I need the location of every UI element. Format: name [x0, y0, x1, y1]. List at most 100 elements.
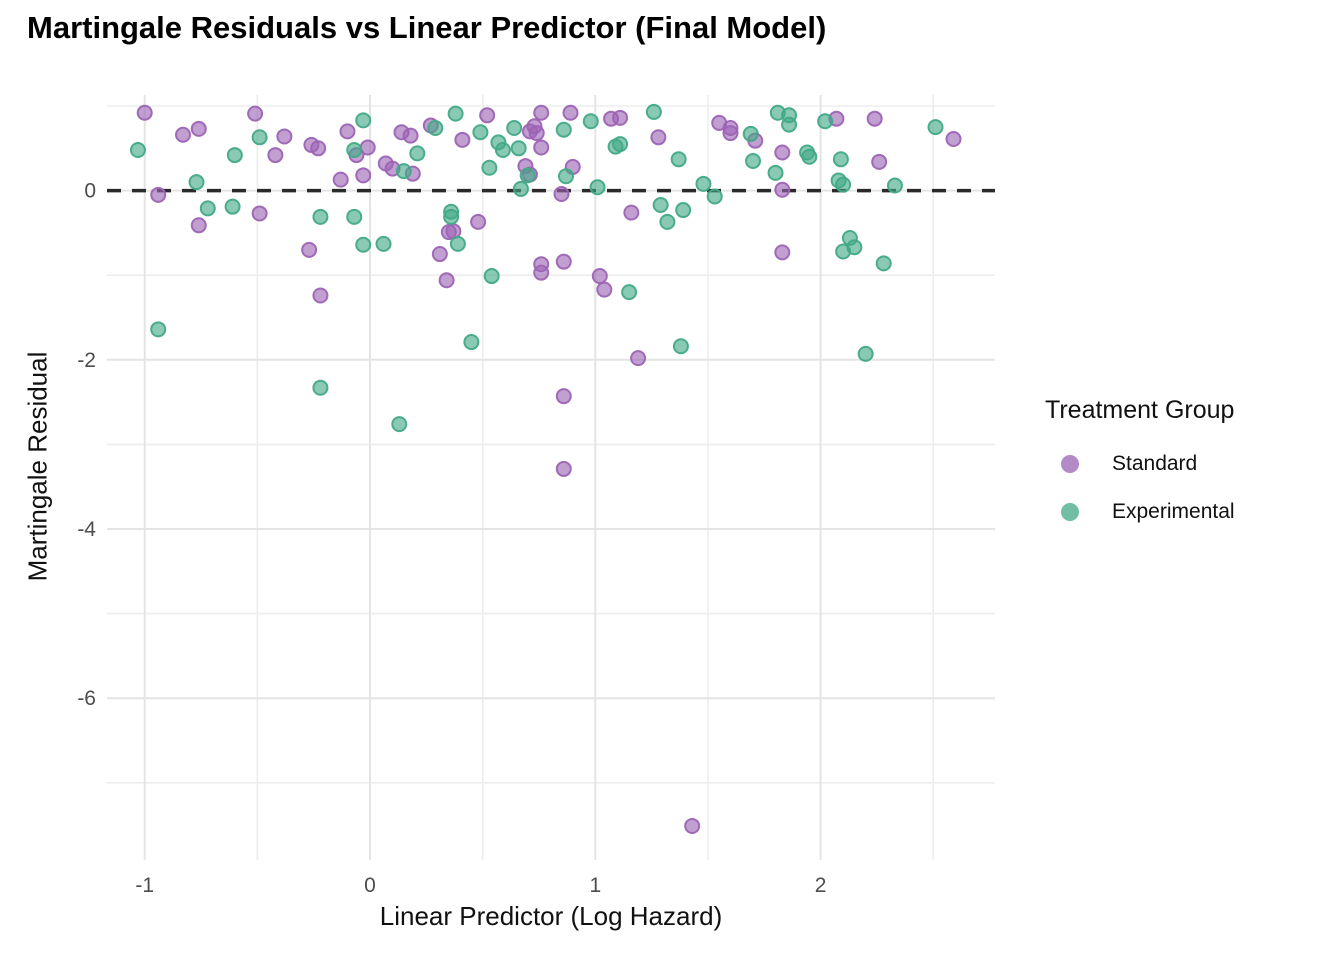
data-point-standard — [247, 105, 264, 122]
data-point-experimental — [767, 164, 784, 181]
data-point-experimental — [927, 119, 944, 136]
legend-label-experimental: Experimental — [1112, 500, 1235, 523]
data-point-experimental — [409, 145, 426, 162]
experimental-point-icon — [1061, 503, 1079, 521]
data-point-standard — [190, 120, 207, 137]
data-point-standard — [267, 147, 284, 164]
data-point-experimental — [506, 119, 523, 136]
data-point-standard — [555, 388, 572, 405]
data-point-experimental — [226, 147, 243, 164]
data-point-standard — [276, 128, 293, 145]
data-point-standard — [722, 125, 739, 142]
data-point-experimental — [745, 152, 762, 169]
data-point-experimental — [463, 334, 480, 351]
data-point-standard — [175, 126, 192, 143]
data-point-experimental — [199, 200, 216, 217]
data-point-standard — [454, 131, 471, 148]
data-point-standard — [650, 129, 667, 146]
data-point-experimental — [817, 113, 834, 130]
data-point-experimental — [346, 208, 363, 225]
data-point-experimental — [427, 119, 444, 136]
data-point-standard — [190, 217, 207, 234]
x-tick-label: -1 — [135, 874, 154, 897]
data-point-standard — [596, 281, 613, 298]
data-point-experimental — [670, 151, 687, 168]
grid-major-lines — [107, 95, 995, 860]
legend-item-experimental: Experimental — [1045, 495, 1235, 529]
data-point-experimental — [443, 208, 460, 225]
standard-point-icon — [1061, 455, 1079, 473]
data-point-standard — [533, 104, 550, 121]
data-point-experimental — [695, 175, 712, 192]
data-point-experimental — [251, 129, 268, 146]
data-point-experimental — [481, 159, 498, 176]
data-point-experimental — [494, 141, 511, 158]
data-point-standard — [332, 171, 349, 188]
data-point-experimental — [672, 338, 689, 355]
data-point-experimental — [558, 168, 575, 185]
data-point-standard — [533, 264, 550, 281]
data-point-experimental — [875, 255, 892, 272]
data-point-standard — [562, 104, 579, 121]
data-point-standard — [310, 140, 327, 157]
data-point-standard — [312, 287, 329, 304]
legend-item-standard: Standard — [1045, 447, 1235, 481]
y-tick-label: -4 — [77, 518, 96, 541]
grid-minor-lines — [107, 95, 995, 860]
data-point-standard — [431, 246, 448, 263]
data-point-experimental — [346, 141, 363, 158]
data-point-standard — [479, 107, 496, 124]
data-point-experimental — [781, 116, 798, 133]
data-point-standard — [150, 186, 167, 203]
data-point-experimental — [483, 268, 500, 285]
data-point-experimental — [706, 188, 723, 205]
data-point-experimental — [188, 174, 205, 191]
scatter-points — [129, 103, 962, 834]
data-point-experimental — [355, 236, 372, 253]
legend-title: Treatment Group — [1045, 396, 1235, 424]
data-point-standard — [136, 104, 153, 121]
data-point-standard — [339, 123, 356, 140]
data-point-standard — [555, 460, 572, 477]
data-point-standard — [355, 167, 372, 184]
data-point-standard — [555, 253, 572, 270]
data-point-experimental — [472, 124, 489, 141]
y-tick-label: -2 — [77, 349, 96, 372]
y-axis-title: Martingale Residual — [22, 351, 53, 582]
data-point-standard — [774, 144, 791, 161]
data-point-experimental — [742, 125, 759, 142]
data-point-experimental — [645, 103, 662, 120]
data-point-experimental — [846, 239, 863, 256]
legend: Treatment Group Standard Experimental — [1045, 396, 1235, 543]
x-axis-title: Linear Predictor (Log Hazard) — [379, 901, 723, 931]
data-point-experimental — [801, 148, 818, 165]
y-axis-tick-labels: 0 -2 -4 -6 — [77, 180, 96, 711]
data-point-standard — [591, 268, 608, 285]
data-point-standard — [438, 272, 455, 289]
data-point-experimental — [395, 163, 412, 180]
data-point-standard — [630, 350, 647, 367]
data-point-experimental — [391, 416, 408, 433]
data-point-standard — [774, 244, 791, 261]
data-point-standard — [402, 127, 419, 144]
data-point-experimental — [447, 105, 464, 122]
data-point-standard — [533, 139, 550, 156]
data-point-experimental — [510, 140, 527, 157]
y-tick-label: 0 — [84, 180, 96, 203]
y-tick-label: -6 — [77, 687, 96, 710]
data-point-standard — [251, 205, 268, 222]
data-point-experimental — [512, 180, 529, 197]
x-tick-label: 0 — [364, 874, 376, 897]
data-point-experimental — [659, 213, 676, 230]
data-point-standard — [866, 110, 883, 127]
data-point-experimental — [555, 121, 572, 138]
data-point-experimental — [519, 167, 536, 184]
data-point-experimental — [886, 177, 903, 194]
data-point-experimental — [449, 235, 466, 252]
data-point-standard — [528, 125, 545, 142]
legend-label-standard: Standard — [1112, 452, 1198, 475]
data-point-standard — [623, 204, 640, 221]
data-point-experimental — [652, 196, 669, 213]
